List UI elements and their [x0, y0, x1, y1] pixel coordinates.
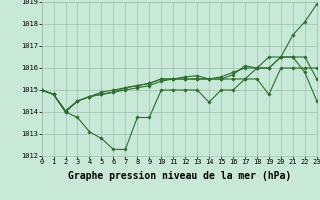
X-axis label: Graphe pression niveau de la mer (hPa): Graphe pression niveau de la mer (hPa): [68, 171, 291, 181]
